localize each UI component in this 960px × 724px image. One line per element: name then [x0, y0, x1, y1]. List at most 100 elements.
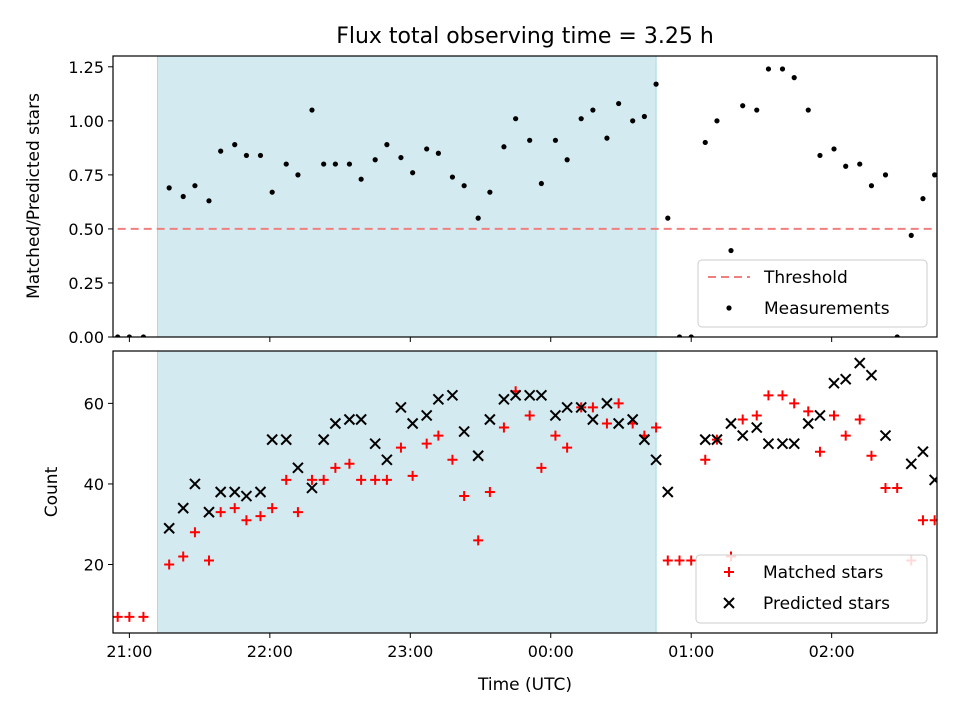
measurement-point	[398, 154, 404, 161]
x-tick-label: 21:00	[106, 642, 152, 661]
predicted-star-point	[280, 433, 292, 446]
matched-star-point	[215, 507, 226, 518]
measurement-point	[126, 334, 132, 337]
matched-star-point	[124, 611, 135, 622]
predicted-star-point	[420, 409, 433, 422]
matched-star-point	[662, 555, 673, 566]
measurement-point	[641, 113, 647, 120]
measurement-point	[346, 161, 353, 167]
matched-star-point	[613, 398, 624, 409]
top-y-axis-label: Matched/Predicted stars	[24, 93, 44, 299]
measurement-point	[843, 163, 849, 169]
matched-star-point	[751, 410, 762, 421]
measurement-point	[590, 107, 596, 113]
predicted-star-point	[587, 413, 599, 426]
matched-star-point	[370, 474, 381, 485]
predicted-star-point	[917, 446, 929, 458]
matched-star-point	[459, 491, 470, 502]
predicted-star-point	[343, 413, 356, 426]
matched-star-point	[267, 503, 278, 514]
measurement-point	[702, 139, 708, 146]
predicted-star-point	[317, 433, 330, 446]
matched-star-point	[880, 482, 891, 493]
bottom-legend: Matched stars Predicted stars	[695, 554, 928, 624]
matched-star-point	[737, 414, 748, 425]
measurement-point	[882, 172, 889, 178]
measurement-point	[527, 137, 533, 143]
predicted-star-point	[254, 486, 267, 498]
matched-star-point	[421, 438, 432, 449]
predicted-star-point	[189, 478, 201, 490]
predicted-star-point	[240, 490, 253, 502]
x-tick-label: 01:00	[668, 642, 714, 661]
matched-star-point	[892, 482, 903, 493]
predicted-star-point	[650, 454, 662, 466]
matched-star-point	[318, 474, 329, 485]
measurement-point	[604, 135, 610, 141]
matched-star-point	[292, 507, 303, 518]
predicted-star-point	[725, 417, 737, 430]
measurement-point	[218, 148, 224, 154]
top-legend: Threshold Measurements	[697, 259, 928, 328]
predicted-star-point	[329, 417, 342, 430]
predicted-star-point	[484, 413, 496, 426]
matched-star-point	[777, 390, 788, 401]
matched-star-point	[601, 418, 612, 429]
matched-star-point	[229, 503, 240, 514]
predicted-star-point	[203, 506, 215, 518]
legend-predicted-swatch	[723, 597, 735, 609]
matched-star-point	[395, 442, 406, 453]
predicted-star-point	[638, 433, 651, 446]
predicted-star-point	[306, 482, 318, 494]
measurement-point	[435, 150, 441, 156]
predicted-star-point	[229, 486, 241, 498]
predicted-star-point	[575, 401, 587, 414]
legend-measurements-swatch	[726, 305, 732, 311]
measurement-point	[857, 161, 863, 167]
matched-star-point	[686, 555, 697, 566]
measurement-point	[653, 81, 659, 87]
predicted-star-point	[163, 522, 175, 534]
bottom-plot-area	[113, 351, 937, 633]
measurement-point	[779, 66, 786, 72]
bottom-panel: 20 40 60 21:00 22:00 23:00 00:00 01:00 02:00 Matc…	[84, 350, 938, 661]
matched-star-point	[356, 474, 367, 485]
top-axes-frame	[112, 55, 938, 338]
matched-star-point	[674, 555, 685, 566]
measurement-point	[372, 157, 378, 163]
matched-star-point	[651, 422, 662, 433]
top-y-tick-label: 1.25	[68, 58, 104, 77]
measurement-point	[831, 146, 837, 152]
top-observing-span	[156, 56, 657, 337]
top-legend-box	[697, 259, 928, 328]
measurement-point	[868, 183, 875, 189]
measurement-point	[688, 334, 694, 337]
measurement-point	[269, 189, 275, 195]
predicted-star-point	[561, 401, 573, 414]
predicted-star-point	[446, 389, 459, 402]
matched-star-point	[763, 390, 774, 401]
measurement-point	[487, 189, 493, 195]
measurement-point	[140, 334, 147, 337]
bottom-y-tick-label: 60	[84, 394, 104, 413]
top-plot-area	[115, 56, 937, 337]
predicted-star-point	[711, 433, 723, 446]
x-tick-label: 22:00	[247, 642, 293, 661]
measurement-point	[564, 157, 570, 163]
matched-star-point	[203, 555, 214, 566]
measurement-point	[192, 183, 198, 189]
measurement-point	[501, 144, 507, 150]
matched-star-point	[344, 458, 355, 469]
legend-threshold-label: Threshold	[763, 268, 848, 288]
predicted-star-point	[662, 486, 674, 498]
predicted-star-point	[601, 397, 613, 410]
matched-star-point	[498, 422, 509, 433]
x-tick-label: 23:00	[387, 642, 433, 661]
measurement-point	[513, 116, 519, 122]
measurement-point	[578, 116, 584, 122]
matched-star-point	[803, 406, 814, 417]
predicted-star-point	[458, 425, 470, 438]
measurement-point	[424, 146, 430, 152]
matched-star-point	[700, 454, 711, 465]
